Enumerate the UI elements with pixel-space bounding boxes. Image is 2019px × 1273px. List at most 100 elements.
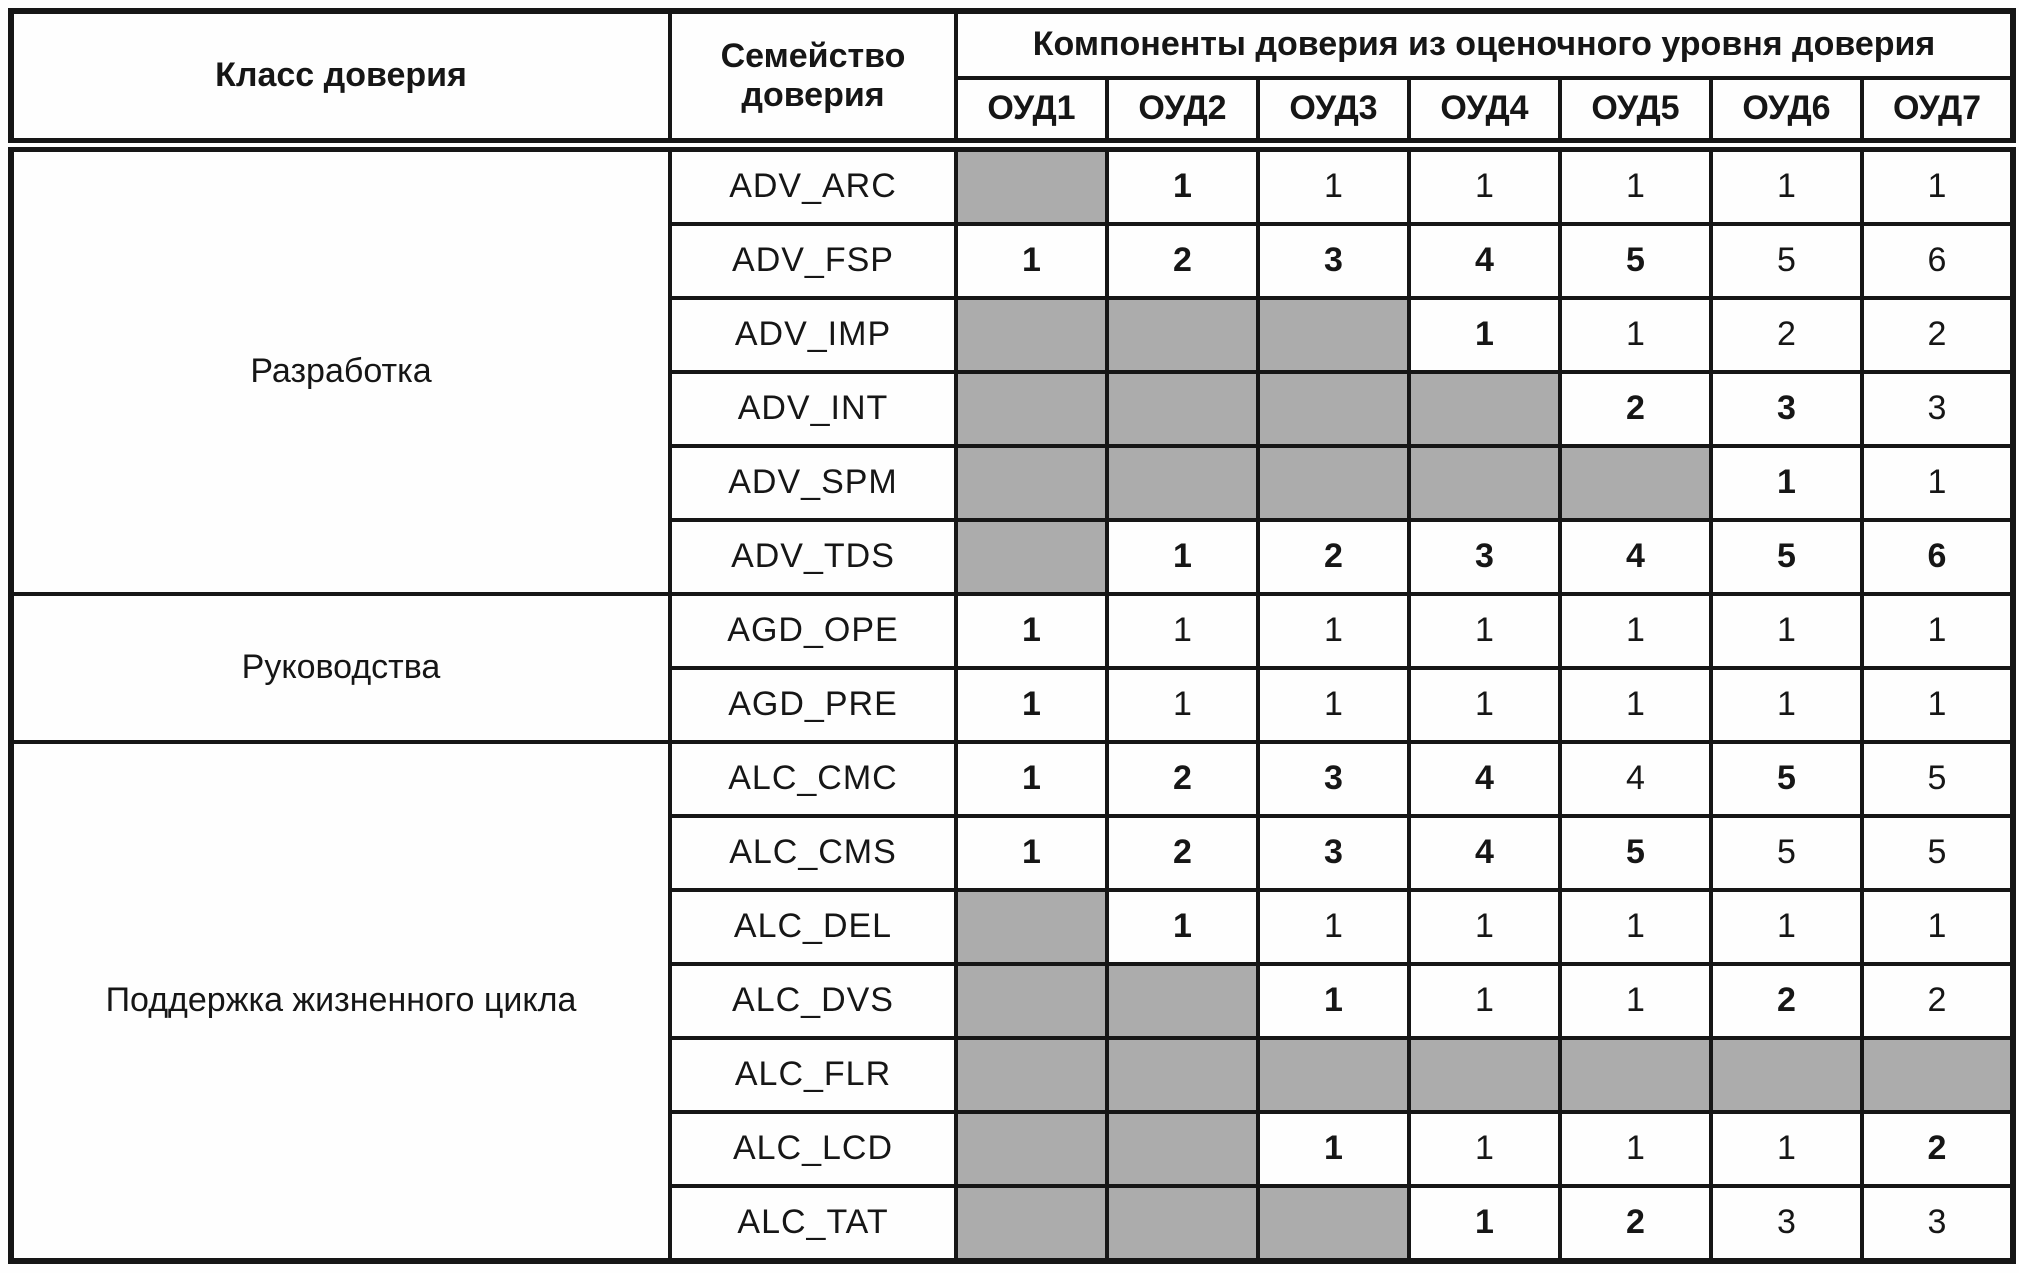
eal-component-value-cell: 1 xyxy=(1105,666,1260,744)
eal-component-value-cell: 2 xyxy=(1105,814,1260,892)
table-row: Поддержка жизненного цикла ALC_CMC 1 2 3 4 4 5 5 xyxy=(9,740,2016,1263)
eal-component-value-cell: 3 xyxy=(1407,518,1562,596)
eal-component-value-cell: 1 xyxy=(954,740,1109,818)
eal-component-value-cell: 2 xyxy=(1859,1110,2016,1188)
eal-component-value-cell: 1 xyxy=(1859,143,2016,226)
eal-component-value-cell: 1 xyxy=(1256,888,1411,966)
class-of-trust-cell: Руководства xyxy=(9,592,672,744)
shaded-empty-cell xyxy=(1709,1036,1864,1114)
eal-component-value-cell: 1 xyxy=(1256,962,1411,1040)
family-of-trust-cell: ALC_DEL xyxy=(668,888,958,966)
eal-component-value-cell: 1 xyxy=(1407,888,1562,966)
eal-component-value-cell: 3 xyxy=(1709,370,1864,448)
shaded-empty-cell xyxy=(1407,444,1562,522)
family-of-trust-cell: ADV_SPM xyxy=(668,444,958,522)
eal-component-value-cell: 4 xyxy=(1407,222,1562,300)
eal-component-value-cell: 1 xyxy=(1256,143,1411,226)
eal-component-value-cell: 1 xyxy=(1709,444,1864,522)
eal-component-value-cell: 1 xyxy=(1558,296,1713,374)
table-row: AGD_PRE 1 1 1 1 1 1 1 xyxy=(11,666,2016,744)
table-row: ALC_CMS 1 2 3 4 5 5 5 xyxy=(11,814,2016,892)
table-row: ALC_FLR xyxy=(11,1036,2016,1114)
eal-component-value-cell: 1 xyxy=(1558,666,1713,744)
eal-component-value-cell: 2 xyxy=(1558,370,1713,448)
eal-component-value-cell: 5 xyxy=(1558,814,1713,892)
shaded-empty-cell xyxy=(1256,444,1411,522)
shaded-empty-cell xyxy=(954,888,1109,966)
eal-component-value-cell: 1 xyxy=(1859,444,2016,522)
eal-component-value-cell: 1 xyxy=(954,666,1109,744)
header-eal5: ОУД5 xyxy=(1558,76,1713,152)
eal-component-value-cell: 5 xyxy=(1709,222,1864,300)
shaded-empty-cell xyxy=(1105,1110,1260,1188)
eal-component-value-cell: 1 xyxy=(1558,143,1713,226)
assurance-components-table: Класс доверия Семейство доверия Компонен… xyxy=(8,8,2017,1264)
header-class-of-trust: Класс доверия xyxy=(9,9,672,152)
eal-component-value-cell: 5 xyxy=(1859,740,2016,818)
eal-component-value-cell: 1 xyxy=(1558,1110,1713,1188)
class-of-trust-cell: Поддержка жизненного цикла xyxy=(9,740,672,1263)
eal-component-value-cell: 1 xyxy=(1558,888,1713,966)
family-of-trust-cell: AGD_OPE xyxy=(668,592,958,670)
shaded-empty-cell xyxy=(1256,370,1411,448)
eal-component-value-cell: 2 xyxy=(1105,740,1260,818)
shaded-empty-cell xyxy=(1256,296,1411,374)
eal-component-value-cell: 1 xyxy=(1256,666,1411,744)
eal-component-value-cell: 2 xyxy=(1558,1184,1713,1263)
eal-component-value-cell: 1 xyxy=(1709,1110,1864,1188)
eal-component-value-cell: 1 xyxy=(1105,143,1260,226)
family-of-trust-cell: ALC_FLR xyxy=(668,1036,958,1114)
table-row: ADV_FSP 1 2 3 4 5 5 6 xyxy=(11,222,2016,300)
shaded-empty-cell xyxy=(954,444,1109,522)
eal-component-value-cell: 1 xyxy=(1558,592,1713,670)
eal-component-value-cell: 5 xyxy=(1558,222,1713,300)
family-of-trust-cell: ALC_LCD xyxy=(668,1110,958,1188)
table-header: Класс доверия Семейство доверия Компонен… xyxy=(9,9,2016,152)
family-of-trust-cell: ALC_TAT xyxy=(668,1184,958,1263)
shaded-empty-cell xyxy=(1105,296,1260,374)
eal-component-value-cell: 1 xyxy=(1558,962,1713,1040)
family-of-trust-cell: ADV_TDS xyxy=(668,518,958,596)
table-row: ALC_LCD 1 1 1 1 2 xyxy=(11,1110,2016,1188)
header-row-eal: ОУД1 ОУД2 ОУД3 ОУД4 ОУД5 ОУД6 ОУД7 xyxy=(11,76,2016,152)
family-of-trust-cell: ADV_INT xyxy=(668,370,958,448)
eal-component-value-cell: 1 xyxy=(1859,666,2016,744)
eal-component-value-cell: 5 xyxy=(1709,740,1864,818)
header-row-top: Класс доверия Семейство доверия Компонен… xyxy=(9,9,2016,152)
header-eal6: ОУД6 xyxy=(1709,76,1864,152)
shaded-empty-cell xyxy=(1105,962,1260,1040)
eal-component-value-cell: 1 xyxy=(1407,666,1562,744)
shaded-empty-cell xyxy=(1105,1036,1260,1114)
eal-component-value-cell: 5 xyxy=(1859,814,2016,892)
eal-component-value-cell: 1 xyxy=(1407,962,1562,1040)
eal-component-value-cell: 3 xyxy=(1859,1184,2016,1263)
table-row: Руководства AGD_OPE 1 1 1 1 1 1 1 xyxy=(9,592,2016,744)
eal-component-value-cell: 1 xyxy=(1709,592,1864,670)
table-row: ALC_TAT 1 2 3 3 xyxy=(11,1184,2016,1263)
eal-component-value-cell: 1 xyxy=(1407,1110,1562,1188)
shaded-empty-cell xyxy=(954,370,1109,448)
eal-component-value-cell: 1 xyxy=(1407,592,1562,670)
eal-component-value-cell: 3 xyxy=(1859,370,2016,448)
eal-component-value-cell: 1 xyxy=(1709,888,1864,966)
table-row: ADV_TDS 1 2 3 4 5 6 xyxy=(11,518,2016,596)
shaded-empty-cell xyxy=(1256,1036,1411,1114)
header-family-of-trust: Семейство доверия xyxy=(668,9,958,152)
eal-component-value-cell: 1 xyxy=(1256,592,1411,670)
eal-component-value-cell: 1 xyxy=(1859,592,2016,670)
family-of-trust-cell: ALC_CMC xyxy=(668,740,958,818)
eal-component-value-cell: 1 xyxy=(1709,666,1864,744)
header-components-span: Компоненты доверия из оценочного уровня … xyxy=(953,9,2016,80)
eal-component-value-cell: 2 xyxy=(1709,296,1864,374)
table-body: Разработка ADV_ARC 1 1 1 1 1 1 ADV_FSP 1 2 3 4 5 5 6 ADV… xyxy=(9,143,2016,1263)
eal-component-value-cell: 2 xyxy=(1859,296,2016,374)
table-row: ADV_INT 2 3 3 xyxy=(11,370,2016,448)
eal-component-value-cell: 1 xyxy=(954,592,1109,670)
shaded-empty-cell xyxy=(954,1184,1109,1263)
table-row: ALC_DVS 1 1 1 2 2 xyxy=(11,962,2016,1040)
eal-component-value-cell: 4 xyxy=(1558,740,1713,818)
shaded-empty-cell xyxy=(954,962,1109,1040)
eal-component-value-cell: 2 xyxy=(1859,962,2016,1040)
eal-component-value-cell: 1 xyxy=(1407,296,1562,374)
